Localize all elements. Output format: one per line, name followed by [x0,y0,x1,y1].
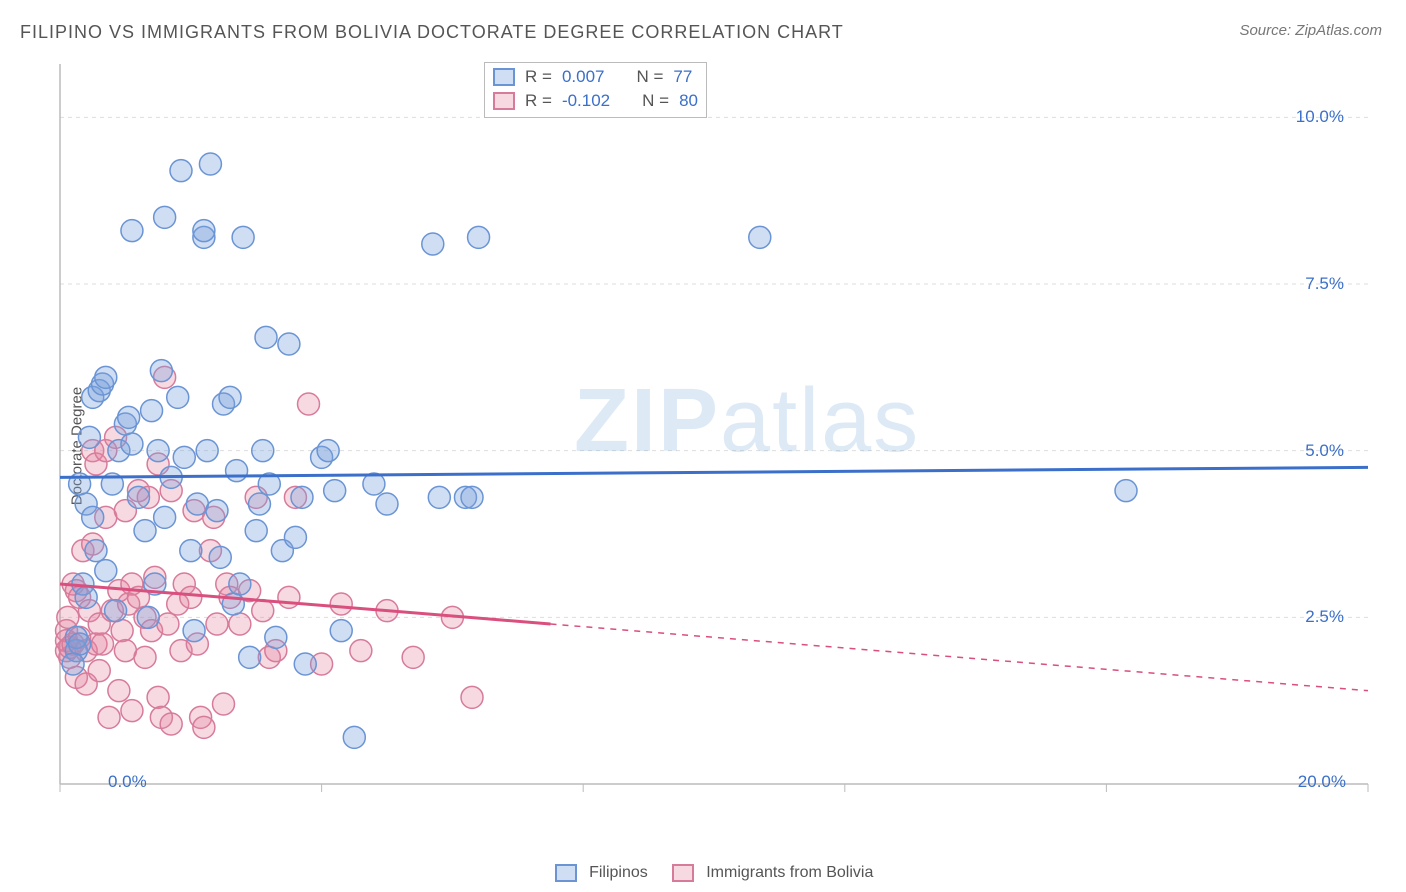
chart-container: FILIPINO VS IMMIGRANTS FROM BOLIVIA DOCT… [0,0,1406,892]
r-label-2: R = [525,89,552,113]
watermark-light: atlas [720,371,920,471]
y-tick-label: 5.0% [1305,441,1344,461]
plot-area: R = 0.007 N = 77 R = -0.102 N = 80 ZIPat… [54,60,1374,830]
x-axis-max-label: 20.0% [1298,772,1346,792]
source-attribution: Source: ZipAtlas.com [1239,22,1382,39]
legend-label-2: Immigrants from Bolivia [706,864,873,881]
n-label-2: N = [642,89,669,113]
legend-label-1: Filipinos [589,864,648,881]
stats-row-2: R = -0.102 N = 80 [493,89,698,113]
legend-item-1: Filipinos [555,864,648,882]
n-value-2: 80 [679,89,698,113]
legend-swatch-pink [493,92,515,110]
r-value-2: -0.102 [562,89,610,113]
stats-legend: R = 0.007 N = 77 R = -0.102 N = 80 [484,62,707,118]
stats-row-1: R = 0.007 N = 77 [493,65,698,89]
y-tick-label: 7.5% [1305,274,1344,294]
y-tick-label: 10.0% [1296,107,1344,127]
r-label-1: R = [525,65,552,89]
legend-swatch-pink-bottom [672,864,694,882]
n-value-1: 77 [673,65,692,89]
legend-item-2: Immigrants from Bolivia [672,864,874,882]
chart-title: FILIPINO VS IMMIGRANTS FROM BOLIVIA DOCT… [20,22,844,43]
r-value-1: 0.007 [562,65,605,89]
bottom-legend: Filipinos Immigrants from Bolivia [54,864,1374,882]
watermark: ZIPatlas [574,370,920,473]
y-tick-label: 2.5% [1305,607,1344,627]
legend-swatch-blue-bottom [555,864,577,882]
legend-swatch-blue [493,68,515,86]
n-label-1: N = [636,65,663,89]
watermark-bold: ZIP [574,371,720,471]
x-axis-min-label: 0.0% [108,772,147,792]
